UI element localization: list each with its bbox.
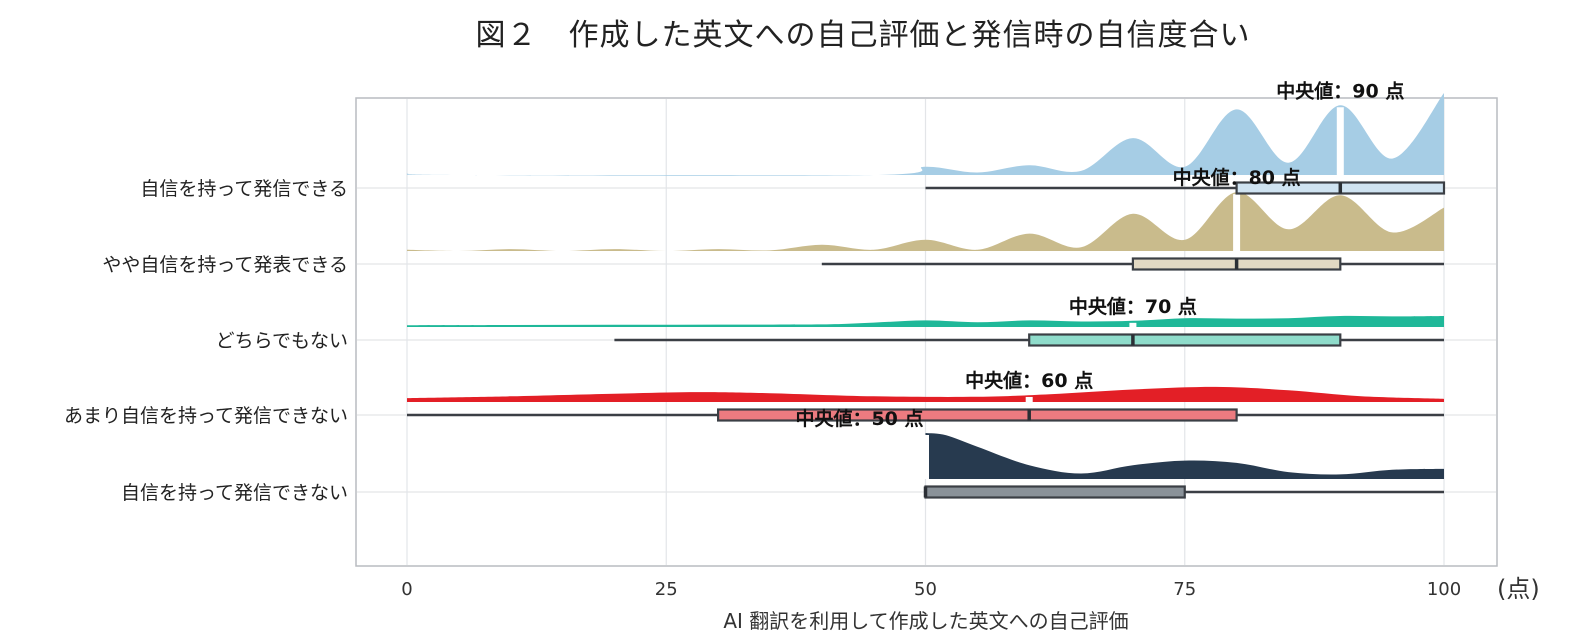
x-tick-label: 0 — [401, 579, 412, 600]
x-tick-label: 100 — [1427, 579, 1461, 600]
density-cloud — [407, 315, 1444, 327]
x-tick-label: 75 — [1173, 579, 1196, 600]
density-clouds — [406, 93, 1444, 479]
x-axis-title: AI 翻訳を利用して作成した英文への自己評価 — [723, 609, 1128, 633]
x-tick-labels: 0 25 50 75 100 — [401, 579, 1461, 600]
chart-title: 図２ 作成した英文への自己評価と発信時の自信度合い — [476, 18, 1251, 53]
median-label: 中央値：80 点 — [1173, 166, 1301, 189]
iqr-box — [924, 485, 1186, 499]
category-label: 自信を持って発信できる — [140, 178, 348, 200]
density-cloud — [925, 433, 1444, 479]
x-unit-label: (点) — [1497, 575, 1540, 603]
category-label: やや自信を持って発表できる — [102, 254, 348, 276]
median-label: 中央値：50 点 — [795, 407, 923, 430]
x-tick-label: 50 — [914, 579, 937, 600]
boxplots — [407, 181, 1446, 499]
category-label: あまり自信を持って発信できない — [64, 405, 348, 427]
median-label: 中央値：90 点 — [1276, 79, 1404, 102]
density-cloud — [407, 386, 1444, 402]
category-labels: 自信を持って発信できるやや自信を持って発表できるどちらでもないあまり自信を持って… — [64, 178, 348, 504]
iqr-box — [1028, 333, 1342, 347]
median-label: 中央値：70 点 — [1069, 295, 1197, 318]
category-label: どちらでもない — [216, 330, 348, 352]
category-label: 自信を持って発信できない — [121, 482, 348, 504]
iqr-box — [716, 408, 1238, 422]
x-tick-label: 25 — [655, 579, 678, 600]
median-label: 中央値：60 点 — [965, 369, 1093, 392]
